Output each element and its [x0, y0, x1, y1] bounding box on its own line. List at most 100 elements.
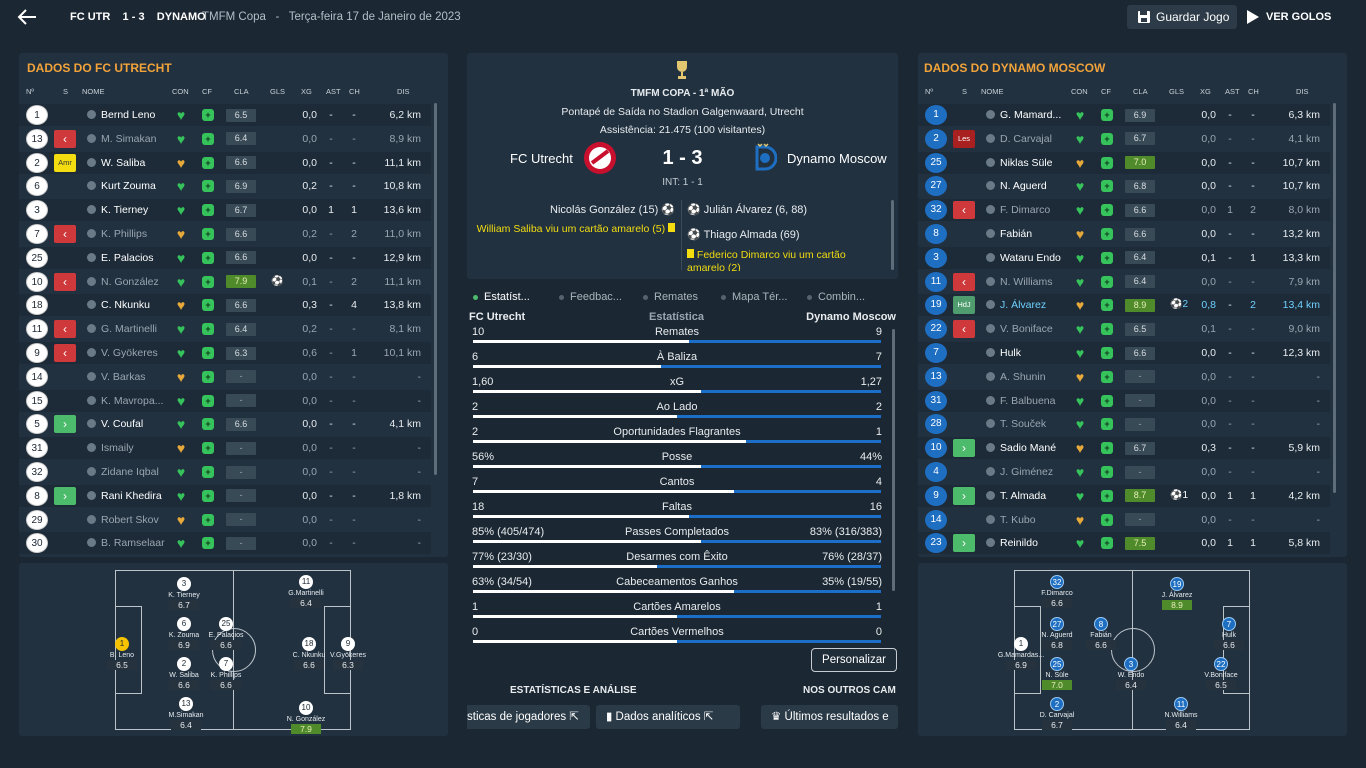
tab-estatisticas[interactable]: Estatíst...: [473, 291, 530, 303]
table-row[interactable]: 10 › Sadio Mané ♥ +6.7 0,3- -5,9 km: [918, 437, 1330, 460]
table-row[interactable]: 32 Zidane Iqbal ♥ + -0,0- - -: [19, 461, 431, 483]
analytics-button[interactable]: ▮ Dados analíticos ⇱: [596, 705, 740, 729]
col-xg[interactable]: XG: [301, 87, 312, 96]
col-cf[interactable]: CF: [202, 87, 212, 96]
player-name[interactable]: V. Gyökeres: [101, 347, 158, 359]
player-name[interactable]: K. Phillips: [101, 228, 148, 240]
table-row[interactable]: 13 ‹ M. Simakan ♥ +6.4 0,0- -8,9 km: [19, 128, 431, 150]
player-name[interactable]: Robert Skov: [101, 513, 159, 526]
pitch-player[interactable]: 8 Fabián 6.6: [1071, 617, 1131, 650]
player-name[interactable]: V. Coufal: [101, 418, 144, 431]
table-row[interactable]: 19 HdJ J. Álvarez ♥ +8.9 ⚽2 0,8- 2 13,4 km: [918, 294, 1330, 317]
table-row[interactable]: 3 Wataru Endo ♥ +6.4 0,1- 1 13,3 km: [918, 246, 1330, 269]
view-goals-button[interactable]: VER GOLOS: [1246, 5, 1356, 29]
player-name[interactable]: V. Boniface: [1000, 323, 1053, 336]
pitch-player[interactable]: 19 J. Álvarez 8.9: [1147, 577, 1207, 610]
tab-remates[interactable]: Remates: [643, 291, 698, 303]
table-row[interactable]: 10 ‹ N. González ♥ +7.9 ⚽ 0,1- 2 11,1 km: [19, 271, 431, 293]
table-row[interactable]: 31 F. Balbuena ♥ + -0,0- - -: [918, 389, 1330, 412]
table-row[interactable]: 32 ‹ F. Dimarco ♥ +6.6 0,0 1 2 8,0 km: [918, 199, 1330, 222]
player-name[interactable]: J. Álvarez: [1000, 299, 1047, 312]
col-s[interactable]: S: [962, 87, 968, 96]
pitch-player[interactable]: 25 E. Palacios 6.6: [196, 617, 256, 650]
table-row[interactable]: 13 A. Shunin ♥ + -0,0- - -: [918, 366, 1330, 388]
player-stats-button[interactable]: sticas de jogadores ⇱: [467, 705, 590, 729]
table-row[interactable]: 11 ‹ G. Martinelli ♥ +6.4 0,2- -8,1 km: [19, 318, 431, 340]
player-name[interactable]: Reinildo: [1000, 537, 1038, 550]
col-gls[interactable]: GLS: [1169, 87, 1185, 96]
col-s[interactable]: S: [63, 87, 69, 96]
table-row[interactable]: 5 › V. Coufal ♥ +6.6 0,0- -4,1 km: [19, 413, 431, 435]
table-row[interactable]: 27 N. Aguerd ♥ +6.8 0,0- -10,7 km: [918, 175, 1330, 197]
table-row[interactable]: 9 ‹ V. Gyökeres ♥ +6.3 0,6- 1 10,1 km: [19, 342, 431, 364]
player-name[interactable]: F. Balbuena: [1000, 394, 1056, 407]
player-name[interactable]: C. Nkunku: [101, 299, 151, 312]
col-name[interactable]: NOME: [82, 87, 105, 96]
tab-mapa-termico[interactable]: Mapa Tér...: [721, 291, 787, 303]
events-scrollbar[interactable]: [891, 200, 894, 270]
table-row[interactable]: 11 ‹ N. Williams ♥ +6.4 0,0- -7,9 km: [918, 271, 1330, 293]
tab-combinacoes[interactable]: Combin...: [807, 291, 865, 303]
player-name[interactable]: Fabián: [1000, 228, 1033, 240]
pitch-player[interactable]: 9 V.Gyökeres 6.3: [318, 637, 378, 670]
pitch-player[interactable]: 3 K. Tierney 6.7: [154, 577, 214, 610]
table-row[interactable]: 31 Ismaily ♥ + -0,0- - -: [19, 437, 431, 460]
player-name[interactable]: M. Simakan: [101, 132, 157, 145]
pitch-player[interactable]: 32 F.Dimarco 6.6: [1027, 575, 1087, 608]
table-row[interactable]: 22 ‹ V. Boniface ♥ +6.5 0,1- -9,0 km: [918, 318, 1330, 340]
player-name[interactable]: N. Aguerd: [1000, 180, 1047, 193]
player-name[interactable]: F. Dimarco: [1000, 204, 1051, 217]
pitch-player[interactable]: 1 B. Leno 6.5: [92, 637, 152, 670]
player-name[interactable]: Wataru Endo: [1000, 251, 1061, 264]
table-row[interactable]: 7 ‹ K. Phillips ♥ +6.6 0,2- 2 11,0 km: [19, 223, 431, 245]
col-cla[interactable]: CLA: [1133, 87, 1148, 96]
col-xg[interactable]: XG: [1200, 87, 1211, 96]
table-row[interactable]: 18 C. Nkunku ♥ +6.6 0,3- 4 13,8 km: [19, 294, 431, 317]
player-name[interactable]: T. Kubo: [1000, 513, 1036, 526]
player-name[interactable]: B. Ramselaar: [101, 537, 165, 550]
table-row[interactable]: 29 Robert Skov ♥ + -0,0- - -: [19, 509, 431, 531]
save-game-button[interactable]: Guardar Jogo: [1127, 5, 1237, 29]
player-name[interactable]: Bernd Leno: [101, 109, 156, 121]
player-name[interactable]: K. Tierney: [101, 204, 149, 217]
player-name[interactable]: D. Carvajal: [1000, 132, 1052, 145]
table-row[interactable]: 1 Bernd Leno ♥ +6.5 0,0- -6,2 km: [19, 104, 431, 126]
col-ast[interactable]: AST: [326, 87, 341, 96]
col-ast[interactable]: AST: [1225, 87, 1240, 96]
table-row[interactable]: 9 › T. Almada ♥ +8.7 ⚽1 0,0 1 1 4,2 km: [918, 484, 1330, 507]
table-row[interactable]: 7 Hulk ♥ +6.6 0,0- -12,3 km: [918, 342, 1330, 364]
back-arrow-icon[interactable]: [16, 6, 40, 30]
pitch-player[interactable]: 11 N.Williams 6.4: [1151, 697, 1211, 730]
table-row[interactable]: 23 › Reinildo ♥ +7.5 0,0 1 1 5,8 km: [918, 532, 1330, 555]
table-row[interactable]: 2 Les D. Carvajal ♥ +6.7 0,0- -4,1 km: [918, 128, 1330, 150]
player-name[interactable]: J. Giménez: [1000, 466, 1054, 478]
table-row[interactable]: 6 Kurt Zouma ♥ +6.9 0,2- -10,8 km: [19, 175, 431, 197]
col-dis[interactable]: DIS: [397, 87, 410, 96]
col-con[interactable]: CON: [172, 87, 189, 96]
table-row[interactable]: 14 T. Kubo ♥ + -0,0- - -: [918, 509, 1330, 531]
player-name[interactable]: N. Williams: [1000, 275, 1053, 288]
table-row[interactable]: 3 K. Tierney ♥ +6.7 0,0 1 1 13,6 km: [19, 199, 431, 222]
col-cf[interactable]: CF: [1101, 87, 1111, 96]
pitch-player[interactable]: 27 N. Aguerd 6.8: [1027, 617, 1087, 650]
pitch-player[interactable]: 10 N. González 7.9: [276, 701, 336, 734]
table-row[interactable]: 8 › Rani Khedira ♥ + -0,0- -1,8 km: [19, 484, 431, 507]
table-row[interactable]: 8 Fabián ♥ +6.6 0,0- -13,2 km: [918, 223, 1330, 245]
pitch-player[interactable]: 6 K. Zouma 6.9: [154, 617, 214, 650]
away-scrollbar[interactable]: [1333, 103, 1336, 493]
col-ch[interactable]: CH: [1248, 87, 1259, 96]
player-name[interactable]: G. Martinelli: [101, 323, 158, 336]
pitch-player[interactable]: 1 G.Mamardas... 6.9: [991, 637, 1051, 670]
table-row[interactable]: 14 V. Barkas ♥ + -0,0- - -: [19, 366, 431, 388]
pitch-player[interactable]: 7 Hulk 6.6: [1199, 617, 1259, 650]
player-name[interactable]: E. Palacios: [101, 251, 154, 264]
home-team-name[interactable]: FC Utrecht: [510, 151, 573, 166]
table-row[interactable]: 25 E. Palacios ♥ +6.6 0,0- -12,9 km: [19, 246, 431, 269]
table-row[interactable]: 30 B. Ramselaar ♥ + -0,0- - -: [19, 532, 431, 555]
col-cla[interactable]: CLA: [234, 87, 249, 96]
pitch-player[interactable]: 18 C. Nkunku 6.6: [279, 637, 339, 670]
col-name[interactable]: NOME: [981, 87, 1004, 96]
player-name[interactable]: Kurt Zouma: [101, 180, 156, 193]
player-name[interactable]: Hulk: [1000, 347, 1022, 359]
player-name[interactable]: Niklas Süle: [1000, 156, 1053, 169]
